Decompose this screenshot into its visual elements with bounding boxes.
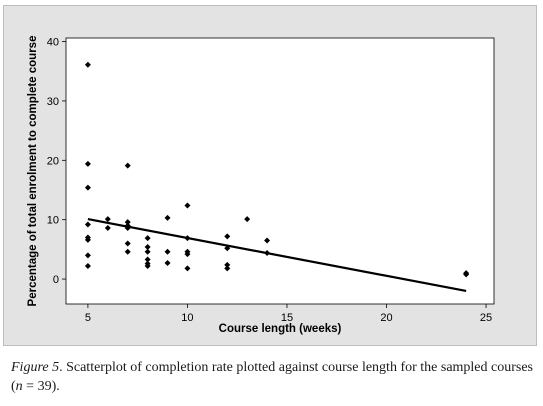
data-point	[184, 202, 191, 209]
data-point	[164, 214, 171, 221]
data-point	[244, 216, 251, 223]
x-axis-title: Course length (weeks)	[219, 323, 342, 335]
y-axis-title: Percentage of total enrolment to complet…	[27, 36, 39, 307]
data-point	[224, 233, 231, 240]
figure-frame: 5 10 15 20 25 0 10 20 30 40 Course length (weeks…	[3, 5, 537, 346]
x-tick-label: 20	[380, 312, 392, 324]
y-tick-label: 30	[47, 96, 59, 108]
caption-n-variable: n	[15, 379, 23, 394]
data-point	[84, 263, 91, 269]
data-point	[124, 162, 131, 169]
data-point	[144, 263, 151, 269]
data-point	[84, 184, 91, 191]
data-point	[144, 248, 151, 255]
x-tick-label: 25	[480, 312, 492, 324]
data-point	[84, 221, 91, 228]
data-point	[164, 248, 171, 255]
data-point	[144, 256, 151, 263]
data-points	[84, 61, 470, 278]
data-point	[84, 160, 91, 167]
caption-text-part1: . Scatterplot of completion rate plotted…	[11, 360, 534, 394]
data-point	[224, 261, 231, 268]
data-point	[84, 252, 91, 259]
data-point	[84, 236, 91, 243]
data-point	[463, 271, 470, 278]
data-point	[144, 244, 151, 250]
y-tick-label: 20	[47, 155, 59, 167]
data-point	[104, 216, 111, 223]
data-point	[124, 248, 131, 255]
caption-text-part2: = 39).	[22, 379, 60, 394]
y-tick-label: 10	[47, 215, 59, 227]
data-point	[124, 219, 131, 226]
caption-figure-label: Figure 5	[11, 360, 60, 375]
data-point	[264, 237, 271, 244]
plot-area	[65, 37, 495, 305]
scatter-chart: 5 10 15 20 25 0 10 20 30 40 Course length (weeks…	[27, 36, 495, 335]
data-point	[164, 260, 171, 267]
data-point	[104, 225, 111, 231]
y-tick-label: 40	[47, 37, 59, 49]
trendline	[87, 218, 467, 293]
data-point	[144, 235, 151, 242]
data-point	[224, 265, 231, 272]
x-axis-ticks: 5 10 15 20 25	[85, 304, 492, 324]
x-tick-label: 15	[281, 312, 293, 324]
y-axis-ticks: 0 10 20 30 40	[47, 37, 66, 286]
x-tick-label: 5	[85, 312, 91, 324]
data-point	[184, 265, 191, 272]
trendline-group	[87, 218, 467, 293]
y-tick-label: 0	[53, 274, 59, 286]
data-point	[184, 251, 191, 258]
x-tick-label: 10	[181, 312, 193, 324]
data-point	[84, 61, 91, 68]
data-point	[124, 240, 131, 247]
figure-caption: Figure 5. Scatterplot of completion rate…	[11, 358, 536, 396]
